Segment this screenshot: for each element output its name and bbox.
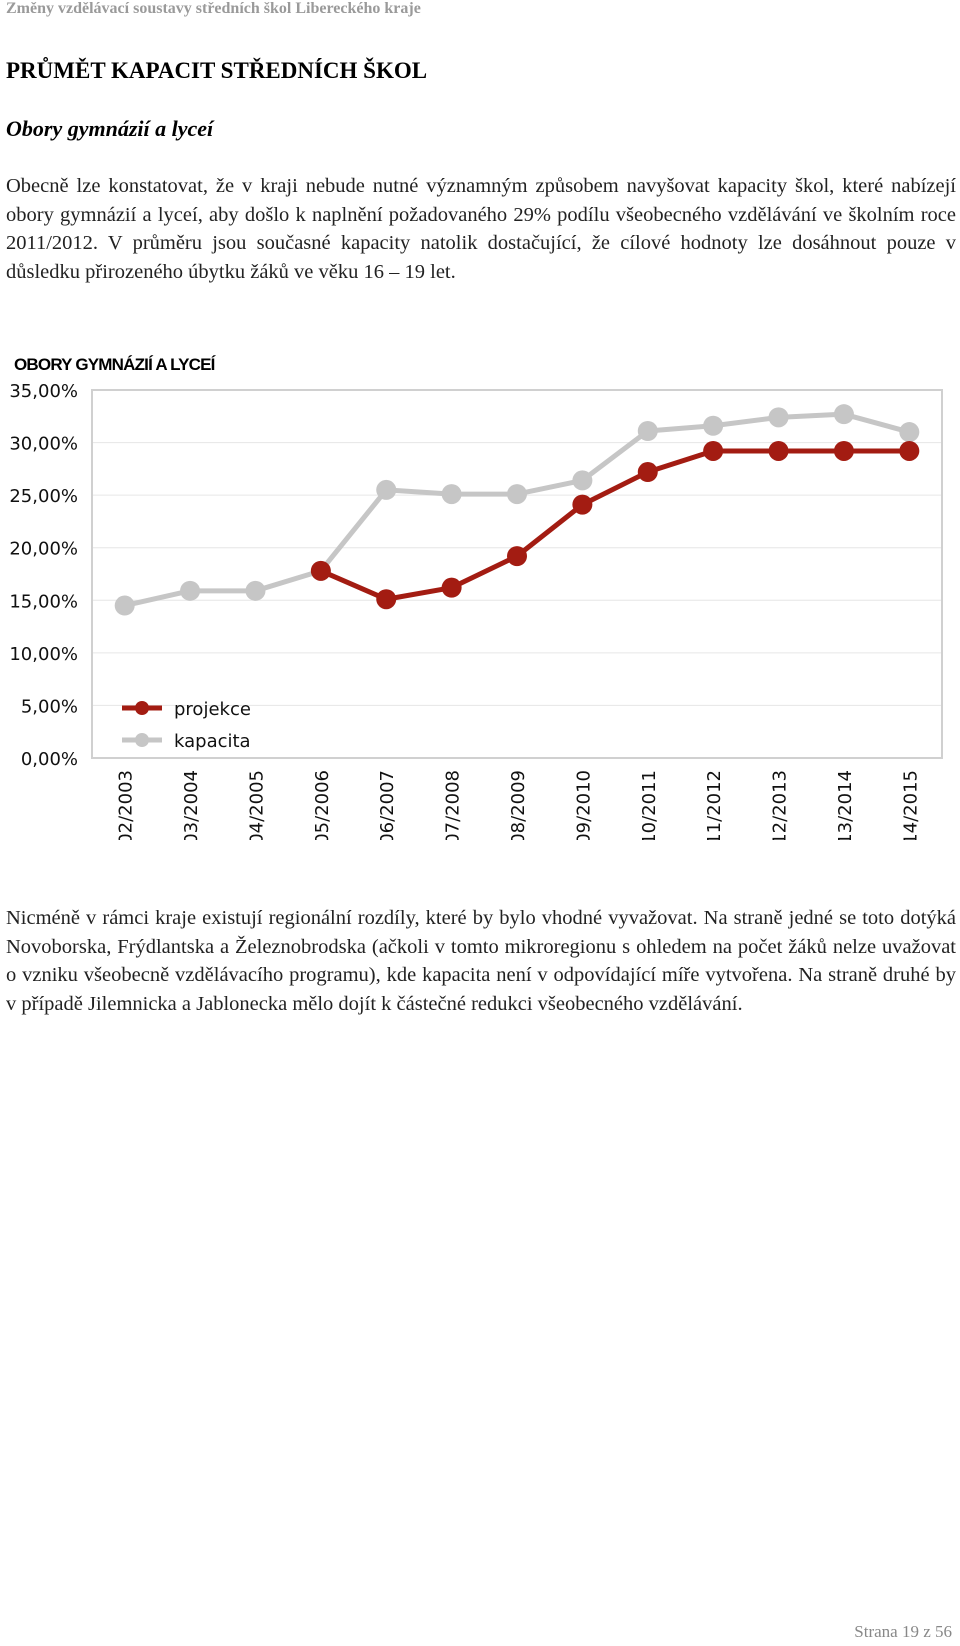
legend-label-kapacita: kapacita — [174, 731, 251, 752]
y-tick-label: 0,00% — [21, 749, 78, 770]
series-line-projekce — [319, 448, 910, 602]
line-chart: 0,00% 5,00% 10,00% 15,00% 20,00% 25,00% 30,00%… — [9, 381, 943, 840]
x-tick-label: 2002/2003 — [116, 770, 137, 840]
data-point-kapacita — [703, 415, 724, 436]
x-tick-label: 2003/2004 — [181, 770, 202, 840]
legend-label-projekce: projekce — [174, 699, 251, 720]
x-tick-label: 2008/2009 — [508, 770, 529, 840]
paragraph-intro: Obecně lze konstatovat, že v kraji nebud… — [6, 175, 956, 283]
running-header: Změny vzdělávací soustavy středních škol… — [6, 0, 421, 17]
y-tick-label: 20,00% — [9, 539, 78, 560]
data-point-kapacita — [768, 407, 789, 428]
data-point-kapacita — [441, 484, 462, 505]
legend-marker-kapacita — [135, 733, 149, 747]
chart-title: OBORY GYMNÁZIÍ A LYCEÍ — [14, 355, 215, 374]
data-point-kapacita — [899, 422, 920, 443]
y-tick-label: 25,00% — [9, 486, 78, 507]
x-tick-label: 2012/2013 — [770, 770, 791, 840]
data-point-kapacita — [114, 595, 135, 616]
x-tick-label: 2010/2011 — [639, 770, 660, 840]
data-point-kapacita — [572, 470, 593, 491]
data-point-projekce — [899, 440, 920, 461]
data-point-projekce — [833, 440, 854, 461]
x-tick-label: 2013/2014 — [835, 770, 856, 840]
data-point-projekce — [376, 589, 397, 610]
data-point-kapacita — [180, 580, 201, 601]
x-tick-label: 2007/2008 — [443, 770, 464, 840]
y-tick-label: 15,00% — [9, 591, 78, 612]
y-tick-label: 30,00% — [9, 434, 78, 455]
y-tick-label: 5,00% — [21, 696, 78, 717]
data-point-kapacita — [833, 404, 854, 425]
data-point-projekce — [572, 494, 593, 515]
x-tick-label: 2014/2015 — [900, 770, 921, 840]
page-number: Strana 19 z 56 — [854, 1622, 952, 1641]
x-tick-label: 2006/2007 — [377, 770, 398, 840]
x-tick-label: 2011/2012 — [704, 770, 725, 840]
data-point-projekce — [768, 440, 789, 461]
y-tick-label: 10,00% — [9, 644, 78, 665]
legend-marker-projekce — [135, 701, 149, 715]
section-title: PRŮMĚT KAPACIT STŘEDNÍCH ŠKOL — [6, 58, 428, 83]
data-point-kapacita — [245, 580, 266, 601]
data-point-projekce — [310, 560, 331, 581]
x-tick-label: 2005/2006 — [312, 770, 333, 840]
data-point-kapacita — [637, 421, 658, 442]
paragraph-regional: Nicméně v rámci kraje existují regionáln… — [6, 907, 956, 1015]
data-point-kapacita — [376, 479, 397, 500]
section-subtitle: Obory gymnázií a lyceí — [6, 116, 214, 141]
data-point-projekce — [637, 462, 658, 483]
x-tick-label: 2004/2005 — [246, 770, 267, 840]
data-point-projekce — [703, 440, 724, 461]
y-tick-label: 35,00% — [9, 381, 78, 402]
data-point-projekce — [507, 546, 527, 567]
plot-border — [91, 389, 943, 759]
x-tick-label: 2009/2010 — [573, 770, 594, 840]
data-point-kapacita — [507, 484, 527, 505]
data-point-projekce — [441, 577, 462, 598]
